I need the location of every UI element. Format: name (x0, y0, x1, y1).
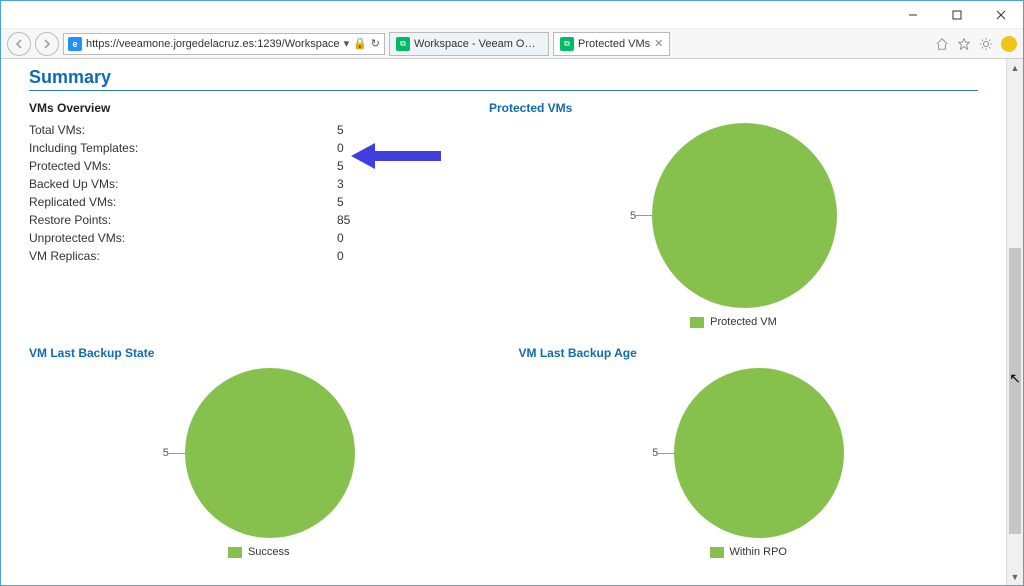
stat-label: Total VMs: (29, 123, 337, 137)
stat-label: Protected VMs: (29, 159, 337, 173)
browser-window: e https://veeamone.jorgedelacruz.es:1239… (0, 0, 1024, 586)
legend-last-state: Success (228, 546, 290, 558)
stat-row: Unprotected VMs:0 (29, 229, 459, 247)
stat-row: Restore Points:85 (29, 211, 459, 229)
legend-swatch (710, 547, 724, 558)
stat-row: Replicated VMs:5 (29, 193, 459, 211)
tab-favicon-icon: ⧉ (396, 37, 410, 51)
stat-value: 85 (337, 213, 350, 227)
pie-protected: 5 Protected VM (489, 123, 978, 328)
tab-title: Workspace - Veeam ONE Repo... (414, 38, 542, 50)
pie-circle (652, 123, 837, 308)
legend-label: Within RPO (730, 546, 787, 558)
pie-last-state: 5 Success (29, 368, 489, 558)
pie-circle (185, 368, 355, 538)
scroll-down-icon[interactable]: ▼ (1007, 568, 1023, 585)
pie-tick (656, 453, 674, 454)
legend-last-age: Within RPO (710, 546, 787, 558)
pie-tick (167, 453, 185, 454)
vertical-scrollbar[interactable]: ▲ ▼ (1006, 59, 1023, 585)
pie-last-age: 5 Within RPO (519, 368, 979, 558)
feedback-icon[interactable] (1001, 36, 1017, 52)
stat-label: Including Templates: (29, 141, 337, 155)
tools-icon[interactable] (979, 37, 993, 51)
legend-protected: Protected VM (690, 316, 777, 328)
tab-favicon-icon: ⧉ (560, 37, 574, 51)
stat-row: VM Replicas:0 (29, 247, 459, 265)
address-bar-icons: ▾ 🔒 ↻ (344, 37, 380, 50)
refresh-icon[interactable]: ↻ (371, 37, 380, 50)
legend-swatch (228, 547, 242, 558)
scroll-thumb[interactable] (1009, 248, 1021, 533)
legend-label: Success (248, 546, 290, 558)
overview-heading: VMs Overview (29, 101, 459, 115)
page-content: Summary VMs Overview Total VMs:5Includin… (1, 59, 1006, 585)
window-titlebar (1, 1, 1023, 29)
stat-label: Backed Up VMs: (29, 177, 337, 191)
stat-label: VM Replicas: (29, 249, 337, 263)
mouse-cursor-icon: ↖ (1009, 370, 1021, 387)
stat-value: 5 (337, 123, 344, 137)
ie-icon: e (68, 37, 82, 51)
chart-title-last-state: VM Last Backup State (29, 346, 489, 360)
legend-label: Protected VM (710, 316, 777, 328)
stat-value: 3 (337, 177, 344, 191)
tab-protected-vms[interactable]: ⧉ Protected VMs ✕ (553, 32, 670, 56)
legend-swatch (690, 317, 704, 328)
home-icon[interactable] (935, 37, 949, 51)
favorites-icon[interactable] (957, 37, 971, 51)
chart-title-last-age: VM Last Backup Age (519, 346, 979, 360)
address-toolbar: e https://veeamone.jorgedelacruz.es:1239… (1, 29, 1023, 59)
stat-value: 0 (337, 231, 344, 245)
annotation-arrow-icon (351, 141, 441, 171)
stat-label: Unprotected VMs: (29, 231, 337, 245)
close-window-button[interactable] (979, 1, 1023, 29)
pie-circle (674, 368, 844, 538)
toolbar-right (935, 36, 1017, 52)
scroll-up-icon[interactable]: ▲ (1007, 59, 1023, 76)
stat-row: Backed Up VMs:3 (29, 175, 459, 193)
stat-value: 5 (337, 195, 344, 209)
tab-title: Protected VMs (578, 38, 650, 50)
stat-label: Restore Points: (29, 213, 337, 227)
summary-heading: Summary (29, 67, 978, 91)
forward-button[interactable] (35, 32, 59, 56)
scroll-track[interactable] (1007, 76, 1023, 568)
stat-value: 0 (337, 249, 344, 263)
stat-label: Replicated VMs: (29, 195, 337, 209)
stat-row: Total VMs:5 (29, 121, 459, 139)
stat-value: 5 (337, 159, 344, 173)
chart-title-protected: Protected VMs (489, 101, 978, 115)
tab-workspace[interactable]: ⧉ Workspace - Veeam ONE Repo... (389, 32, 549, 56)
maximize-button[interactable] (935, 1, 979, 29)
url-text: https://veeamone.jorgedelacruz.es:1239/W… (86, 38, 340, 50)
address-bar[interactable]: e https://veeamone.jorgedelacruz.es:1239… (63, 33, 385, 55)
back-button[interactable] (7, 32, 31, 56)
lock-icon: 🔒 (353, 37, 367, 50)
search-dropdown-icon[interactable]: ▾ (344, 37, 350, 50)
pie-tick (634, 215, 652, 216)
minimize-button[interactable] (891, 1, 935, 29)
stat-value: 0 (337, 141, 344, 155)
tab-close-icon[interactable]: ✕ (654, 37, 663, 50)
